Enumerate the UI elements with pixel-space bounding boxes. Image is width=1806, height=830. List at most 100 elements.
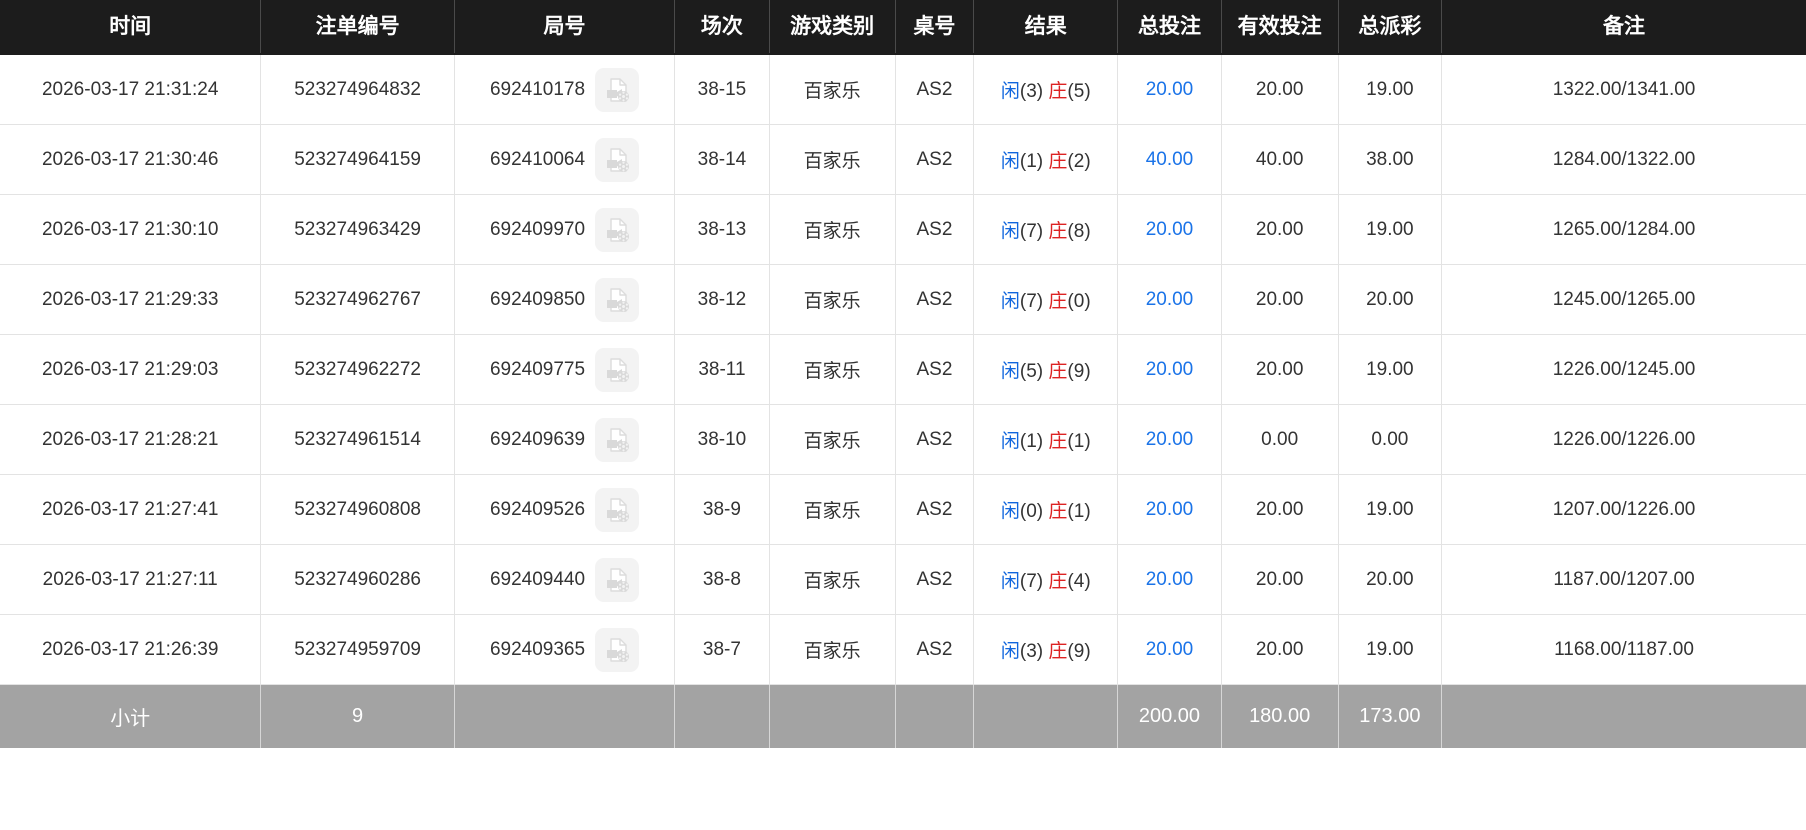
result-player-label: 闲 xyxy=(1000,291,1020,312)
result-player-label: 闲 xyxy=(1000,221,1020,242)
table-row: 2026-03-17 21:27:41 523274960808 692409526… xyxy=(0,474,1806,545)
result-banker-label: 庄 xyxy=(1048,81,1068,102)
cell-total-bet[interactable]: 20.00 xyxy=(1117,404,1222,475)
cell-time: 2026-03-17 21:30:10 xyxy=(0,194,262,265)
cell-game-type: 百家乐 xyxy=(769,334,896,405)
cell-total-bet[interactable]: 20.00 xyxy=(1117,54,1222,125)
table-footer: 小计 9 200.00 180.00 173.00 xyxy=(0,684,1806,748)
column-header-order[interactable]: 注单编号 xyxy=(260,0,455,55)
video-replay-icon[interactable] xyxy=(595,417,640,462)
video-replay-icon[interactable] xyxy=(595,67,640,112)
cell-time: 2026-03-17 21:29:03 xyxy=(0,334,262,405)
result-player-label: 闲 xyxy=(1000,151,1020,172)
result-banker-value: (8) xyxy=(1067,221,1091,242)
round-number-text: 692410064 xyxy=(489,148,586,170)
cell-table-number: AS2 xyxy=(895,404,975,475)
column-header-time[interactable]: 时间 xyxy=(0,0,262,55)
cell-result: 闲(0) 庄(1) xyxy=(973,474,1119,545)
cell-remark: 1265.00/1284.00 xyxy=(1441,194,1806,265)
result-player-value: (0) xyxy=(1019,501,1044,522)
cell-order-number: 523274961514 xyxy=(260,404,455,475)
cell-order-number: 523274962767 xyxy=(260,264,455,335)
column-header-bet[interactable]: 总投注 xyxy=(1117,0,1222,55)
cell-time: 2026-03-17 21:29:33 xyxy=(0,264,262,335)
cell-total-payout: 19.00 xyxy=(1338,194,1443,265)
column-header-tableno[interactable]: 桌号 xyxy=(895,0,975,55)
cell-table-number: AS2 xyxy=(895,124,975,195)
cell-time: 2026-03-17 21:27:41 xyxy=(0,474,262,545)
cell-total-bet[interactable]: 20.00 xyxy=(1117,334,1222,405)
cell-total-bet[interactable]: 20.00 xyxy=(1117,264,1222,335)
table-row: 2026-03-17 21:29:03 523274962272 692409775… xyxy=(0,334,1806,405)
video-replay-icon[interactable] xyxy=(595,487,640,532)
table-row: 2026-03-17 21:31:24 523274964832 692410178… xyxy=(0,54,1806,125)
round-number-text: 692409850 xyxy=(489,288,586,310)
subtotal-label: 小计 xyxy=(0,684,262,748)
video-replay-icon[interactable] xyxy=(595,207,640,252)
cell-table-number: AS2 xyxy=(895,544,975,615)
column-header-session[interactable]: 场次 xyxy=(674,0,770,55)
round-number-text: 692409639 xyxy=(489,428,586,450)
subtotal-session xyxy=(674,684,770,748)
cell-total-payout: 19.00 xyxy=(1338,54,1443,125)
cell-valid-bet: 20.00 xyxy=(1221,614,1339,685)
cell-total-bet[interactable]: 20.00 xyxy=(1117,194,1222,265)
round-number-text: 692409526 xyxy=(489,498,586,520)
result-player-value: (5) xyxy=(1019,361,1044,382)
cell-time: 2026-03-17 21:27:11 xyxy=(0,544,262,615)
cell-result: 闲(3) 庄(5) xyxy=(973,54,1119,125)
cell-valid-bet: 20.00 xyxy=(1221,474,1339,545)
column-header-result[interactable]: 结果 xyxy=(973,0,1119,55)
cell-table-number: AS2 xyxy=(895,194,975,265)
cell-time: 2026-03-17 21:28:21 xyxy=(0,404,262,475)
result-banker-label: 庄 xyxy=(1048,501,1068,522)
result-banker-value: (2) xyxy=(1067,151,1091,172)
subtotal-result xyxy=(973,684,1119,748)
cell-total-payout: 19.00 xyxy=(1338,334,1443,405)
column-header-game[interactable]: 游戏类别 xyxy=(769,0,896,55)
result-player-value: (1) xyxy=(1019,151,1044,172)
video-replay-icon[interactable] xyxy=(595,277,640,322)
betting-records-table: 时间 注单编号 局号 场次 游戏类别 桌号 结果 总投注 有效投注 总派彩 备注… xyxy=(0,0,1806,748)
cell-valid-bet: 40.00 xyxy=(1221,124,1339,195)
column-header-remark[interactable]: 备注 xyxy=(1441,0,1806,55)
column-header-valid[interactable]: 有效投注 xyxy=(1221,0,1339,55)
cell-session: 38-9 xyxy=(674,474,770,545)
cell-game-type: 百家乐 xyxy=(769,194,896,265)
cell-round-number: 692409775 xyxy=(454,334,676,405)
table-header-row: 时间 注单编号 局号 场次 游戏类别 桌号 结果 总投注 有效投注 总派彩 备注 xyxy=(0,0,1806,55)
result-banker-label: 庄 xyxy=(1048,291,1068,312)
result-player-label: 闲 xyxy=(1000,431,1020,452)
video-replay-icon[interactable] xyxy=(595,627,640,672)
video-replay-icon[interactable] xyxy=(595,347,640,392)
result-banker-value: (1) xyxy=(1067,431,1091,452)
column-header-round[interactable]: 局号 xyxy=(454,0,676,55)
cell-total-payout: 0.00 xyxy=(1338,404,1443,475)
cell-remark: 1187.00/1207.00 xyxy=(1441,544,1806,615)
cell-table-number: AS2 xyxy=(895,474,975,545)
subtotal-row: 小计 9 200.00 180.00 173.00 xyxy=(0,684,1806,748)
cell-total-bet[interactable]: 20.00 xyxy=(1117,614,1222,685)
cell-total-bet[interactable]: 20.00 xyxy=(1117,544,1222,615)
cell-total-bet[interactable]: 40.00 xyxy=(1117,124,1222,195)
result-banker-value: (4) xyxy=(1067,571,1091,592)
round-number-text: 692410178 xyxy=(489,78,586,100)
video-replay-icon[interactable] xyxy=(595,557,640,602)
cell-round-number: 692410064 xyxy=(454,124,676,195)
result-player-label: 闲 xyxy=(1000,641,1020,662)
cell-session: 38-12 xyxy=(674,264,770,335)
cell-session: 38-8 xyxy=(674,544,770,615)
cell-total-bet[interactable]: 20.00 xyxy=(1117,474,1222,545)
cell-game-type: 百家乐 xyxy=(769,614,896,685)
cell-round-number: 692409970 xyxy=(454,194,676,265)
round-number-text: 692409970 xyxy=(489,218,586,240)
result-player-label: 闲 xyxy=(1000,501,1020,522)
table-row: 2026-03-17 21:29:33 523274962767 692409850… xyxy=(0,264,1806,335)
video-replay-icon[interactable] xyxy=(595,137,640,182)
cell-session: 38-13 xyxy=(674,194,770,265)
round-number-text: 692409775 xyxy=(489,358,586,380)
cell-order-number: 523274964159 xyxy=(260,124,455,195)
result-banker-value: (0) xyxy=(1067,291,1091,312)
cell-game-type: 百家乐 xyxy=(769,474,896,545)
column-header-payout[interactable]: 总派彩 xyxy=(1338,0,1443,55)
